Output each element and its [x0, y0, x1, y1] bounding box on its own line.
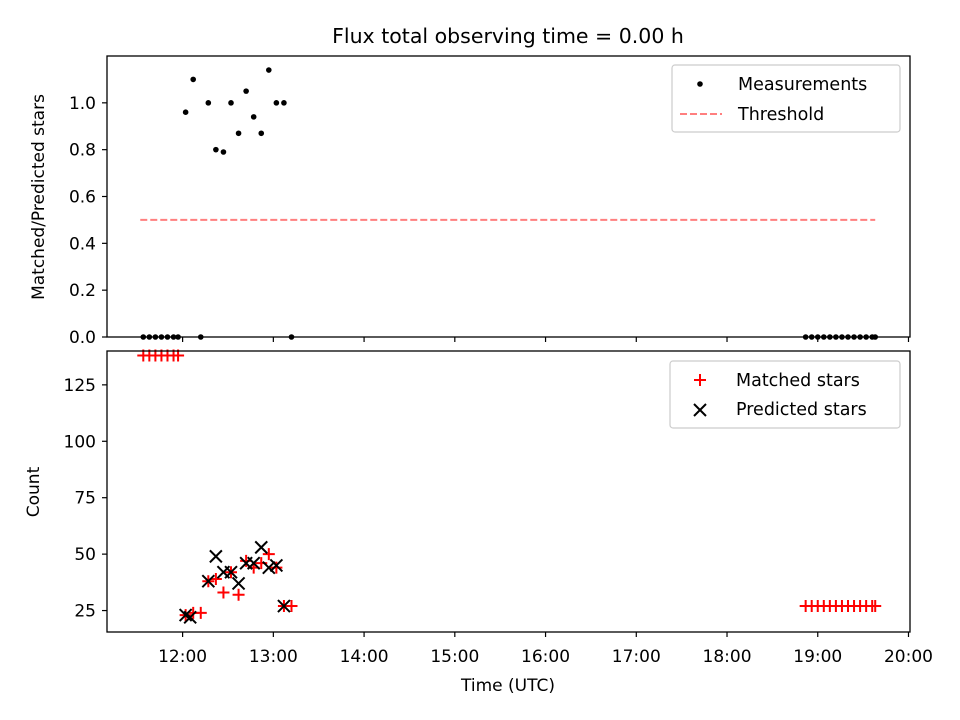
- measurement-point: [220, 149, 227, 155]
- measurement-point: [266, 67, 272, 73]
- top-y-tick-label: 0.0: [69, 328, 96, 348]
- bottom-y-axis-label: Count: [24, 466, 44, 517]
- measurement-point: [250, 114, 257, 120]
- bottom-y-tick-label: 25: [74, 602, 96, 622]
- top-legend: Measurements Threshold: [671, 64, 901, 133]
- predicted-star-point: [201, 574, 216, 588]
- bottom-x-ticks: 12:00 13:00 14:00 15:00 16:00 17:00 18:00 19:00…: [158, 632, 933, 667]
- predicted-star-point: [183, 610, 197, 625]
- measurement-point: [258, 130, 265, 137]
- top-legend-box: [671, 64, 901, 133]
- predicted-star-point: [246, 556, 261, 570]
- predicted-star-point: [254, 540, 268, 555]
- matched-star-point: [270, 561, 283, 574]
- legend-threshold-label: Threshold: [737, 105, 824, 125]
- bottom-marks: [137, 349, 882, 625]
- matched-star-point: [869, 600, 882, 613]
- predicted-star-point: [269, 558, 284, 573]
- top-y-tick-label: 0.6: [69, 188, 96, 208]
- top-y-tick-label: 0.4: [69, 234, 96, 254]
- bottom-x-tick-label: 14:00: [340, 647, 389, 667]
- top-y-tick-label: 0.8: [69, 141, 96, 161]
- top-panel: 0.0 0.2 0.4 0.6 0.8 1.0 Matched/Predicted sta…: [29, 55, 911, 348]
- measurement-point: [213, 146, 219, 153]
- legend-matched-marker: [694, 374, 706, 386]
- legend-matched-label: Matched stars: [736, 371, 860, 391]
- chart-title: Flux total observing time = 0.00 h: [332, 24, 684, 48]
- legend-predicted-label: Predicted stars: [736, 400, 867, 420]
- bottom-y-tick-label: 75: [74, 489, 96, 509]
- bottom-x-tick-label: 16:00: [521, 647, 570, 667]
- predicted-star-point: [209, 549, 223, 564]
- predicted-star-point: [231, 576, 246, 591]
- measurement-point: [205, 100, 212, 106]
- measurement-point: [281, 100, 287, 106]
- predicted-star-point: [262, 560, 276, 575]
- bottom-panel: 25 50 75 100 125 12:00 13:00 14:00 15:00 16:00 17…: [24, 349, 933, 696]
- top-axes-frame: [106, 55, 911, 338]
- matched-star-point: [232, 588, 245, 601]
- matched-star-point: [262, 548, 275, 561]
- measurement-point: [228, 100, 234, 106]
- bottom-y-ticks: 25 50 75 100 125: [64, 376, 107, 622]
- top-y-tick-label: 1.0: [69, 94, 96, 114]
- legend-measurements-label: Measurements: [738, 75, 867, 95]
- bottom-y-tick-label: 125: [64, 376, 96, 396]
- x-axis-label: Time (UTC): [460, 676, 555, 696]
- predicted-star-point: [277, 599, 291, 613]
- bottom-y-tick-label: 100: [64, 432, 96, 452]
- bottom-axes-frame: [106, 350, 911, 633]
- bottom-x-tick-label: 13:00: [249, 647, 298, 667]
- predicted-star-point: [224, 565, 238, 579]
- matched-star-point: [217, 586, 230, 599]
- bottom-x-tick-label: 12:00: [158, 647, 207, 667]
- measurement-point: [190, 76, 196, 83]
- matched-star-point: [285, 600, 298, 613]
- bottom-legend-box: [669, 360, 901, 429]
- top-x-tick-marks: [182, 337, 910, 342]
- legend-predicted-marker: [693, 403, 707, 417]
- top-y-tick-label: 0.2: [69, 281, 96, 301]
- bottom-x-tick-label: 19:00: [793, 647, 842, 667]
- measurement-point: [243, 88, 249, 94]
- measurement-point: [235, 130, 242, 137]
- legend-measurements-marker: [697, 81, 703, 87]
- bottom-x-tick-label: 18:00: [703, 647, 752, 667]
- bottom-y-tick-label: 50: [74, 545, 96, 565]
- matched-star-point: [194, 606, 207, 619]
- top-y-axis-label: Matched/Predicted stars: [29, 94, 49, 300]
- bottom-x-tick-label: 15:00: [430, 647, 479, 667]
- measurement-point: [182, 109, 189, 115]
- bottom-x-tick-label: 17:00: [612, 647, 661, 667]
- bottom-legend: Matched stars Predicted stars: [669, 360, 901, 429]
- measurement-point: [273, 100, 280, 106]
- top-y-ticks: 0.0 0.2 0.4 0.6 0.8 1.0: [69, 94, 107, 348]
- bottom-x-tick-label: 20:00: [884, 647, 933, 667]
